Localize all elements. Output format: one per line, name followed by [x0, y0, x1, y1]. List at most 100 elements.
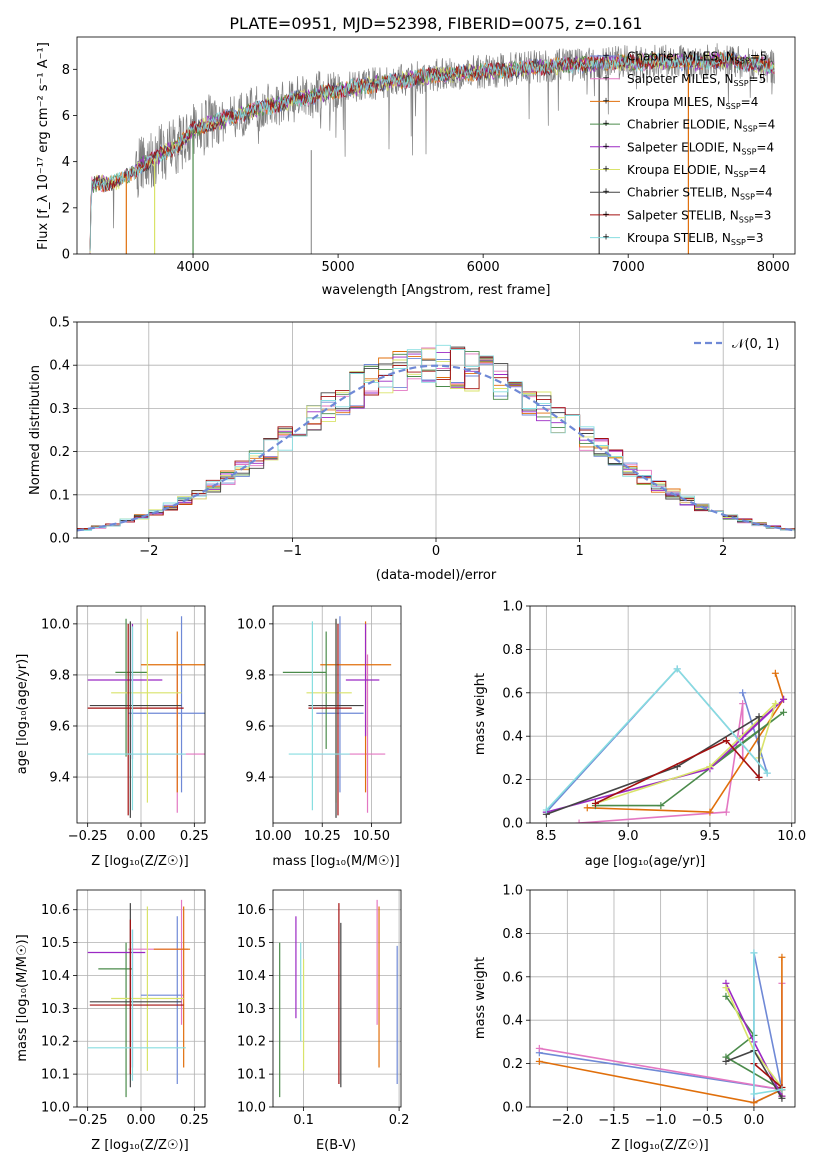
legend-value: =4: [758, 118, 776, 132]
legend-label: Salpeter MILES, NSSP=5: [627, 72, 766, 88]
weight-vs-Z-axes: −2.0 −1.5 −1.0 −0.5 0.0 0.0 0.2 0.4 0.6 0.8 1.0: [502, 884, 795, 1128]
legend-label: Chabrier MILES, NSSP=5: [627, 50, 767, 66]
legend-value: =3: [754, 208, 772, 222]
weight-vs-age-frame: [529, 605, 796, 824]
mass-vs-Z-ytick-label: 10.1: [41, 1068, 70, 1083]
mass-vs-EBV-xtick-label: 0.2: [389, 1113, 410, 1128]
age-vs-Z-frame: [76, 605, 206, 824]
model-spectrum-line: [89, 53, 775, 250]
legend-marker: +: [602, 96, 610, 106]
residual-histogram: [77, 344, 795, 532]
legend-label: Chabrier ELODIE, NSSP=4: [627, 118, 775, 134]
weight-vs-age-series-line: [595, 711, 784, 807]
weight-vs-age-ytick-label: 0.4: [502, 730, 523, 745]
weight-vs-age-xlabel: age [log₁₀(age/yr)]: [585, 854, 706, 869]
age-vs-Z-xtick-label: 0.25: [180, 829, 209, 844]
legend-value: =3: [746, 231, 764, 245]
age-vs-Z-ytick-label: 9.8: [49, 668, 70, 683]
spectrum-plot: [89, 43, 775, 254]
legend-marker: +: [602, 142, 610, 152]
residuals-xtick-label: 0: [432, 544, 440, 559]
mass-vs-EBV-xlabel: E(B-V): [316, 1138, 356, 1153]
weight-vs-age-xtick-label: 9.5: [700, 829, 721, 844]
residuals-frame: [76, 321, 796, 539]
weight-vs-age-series-line: [546, 715, 760, 816]
mass-vs-Z-xtick-label: 0.25: [180, 1113, 209, 1128]
residuals-ytick-label: 0.3: [49, 402, 70, 417]
mass-vs-Z-ytick-label: 10.5: [41, 936, 70, 951]
model-spectrum-line: [89, 52, 775, 251]
weight-vs-Z-xtick-label: −2.0: [552, 1113, 584, 1128]
residuals-legend-label: 𝒩(0, 1): [732, 337, 779, 352]
weight-vs-Z-xtick-label: 0.0: [744, 1113, 765, 1128]
age-vs-mass-xtick-label: 10.00: [254, 829, 291, 844]
spectrum-ytick-label: 4: [62, 155, 70, 170]
residuals-ytick-label: 0.5: [49, 316, 70, 331]
age-vs-Z-xlabel: Z [log₁₀(Z/Z☉)]: [91, 854, 188, 869]
mass-vs-EBV-ytick-label: 10.3: [237, 1002, 266, 1017]
weight-vs-Z-xlabel: Z [log₁₀(Z/Z☉)]: [611, 1138, 708, 1153]
legend-subscript: SSP: [741, 147, 756, 156]
mass-vs-EBV-ytick-label: 10.1: [237, 1068, 266, 1083]
weight-vs-Z-xtick-label: −1.5: [598, 1113, 630, 1128]
spectrum-frame: [76, 36, 796, 255]
weight-vs-age-ylabel: mass weight: [473, 673, 488, 755]
spectrum-ytick-label: 8: [62, 63, 70, 78]
legend-label: Kroupa STELIB, NSSP=3: [627, 231, 764, 247]
residuals-xlabel: (data-model)/error: [376, 568, 497, 583]
legend-label: Salpeter STELIB, NSSP=3: [627, 208, 771, 224]
mass-vs-EBV-plot: [279, 899, 398, 1098]
weight-vs-age-ytick-label: 0.0: [502, 817, 523, 832]
legend-label: Kroupa ELODIE, NSSP=4: [627, 163, 766, 179]
weight-vs-Z-ytick-label: 0.8: [502, 927, 523, 942]
spectrum-xtick-label: 8000: [757, 260, 790, 275]
spectrum-xtick-label: 6000: [467, 260, 500, 275]
age-vs-mass-frame: [272, 605, 402, 824]
weight-vs-age-ytick-label: 0.8: [502, 643, 523, 658]
weight-vs-Z-ytick-label: 0.4: [502, 1014, 523, 1029]
legend-marker: +: [602, 51, 610, 61]
weight-vs-Z-xtick-label: −0.5: [691, 1113, 723, 1128]
weight-vs-age-series-line: [595, 700, 778, 805]
spectrum-ytick-label: 0: [62, 248, 70, 263]
legend-marker: +: [602, 165, 610, 175]
legend-marker: +: [602, 74, 610, 84]
legend-subscript: SSP: [740, 193, 755, 202]
weight-vs-age-xtick-label: 9.0: [618, 829, 639, 844]
mass-vs-Z-xlabel: Z [log₁₀(Z/Z☉)]: [91, 1138, 188, 1153]
legend-label: Salpeter ELODIE, NSSP=4: [627, 140, 774, 156]
legend-marker: +: [602, 187, 610, 197]
age-vs-mass-xtick-label: 10.50: [353, 829, 390, 844]
mass-vs-EBV-ytick-label: 10.6: [237, 903, 266, 918]
legend-marker: +: [602, 233, 610, 243]
legend-marker: +: [602, 210, 610, 220]
residuals-xtick-label: 2: [719, 544, 727, 559]
age-vs-Z-xtick-label: 0.00: [127, 829, 156, 844]
mass-vs-EBV-ytick-label: 10.0: [237, 1101, 266, 1116]
legend-subscript: SSP: [734, 170, 749, 179]
weight-vs-Z-plot: [535, 949, 786, 1107]
legend-subscript: SSP: [734, 79, 749, 88]
weight-vs-age-xtick-label: 10.0: [777, 829, 806, 844]
mass-vs-Z-xtick-label: −0.25: [68, 1113, 108, 1128]
legend-value: =4: [741, 95, 759, 109]
normal-reference-curve: [77, 364, 795, 532]
age-vs-mass-ytick-label: 9.4: [245, 771, 266, 786]
spectrum-ylabel: Flux [f_λ 10⁻¹⁷ erg cm⁻² s⁻¹ A⁻¹]: [36, 42, 51, 250]
residuals-ylabel: Normed distribution: [28, 365, 43, 495]
mass-vs-Z-ylabel: mass [log₁₀(M/M☉)]: [15, 934, 30, 1061]
residuals-ytick-label: 0.2: [49, 445, 70, 460]
weight-vs-age-xtick-label: 8.5: [536, 829, 557, 844]
weight-vs-Z-ytick-label: 0.0: [502, 1101, 523, 1116]
legend-label: Chabrier STELIB, NSSP=4: [627, 186, 773, 202]
legend-marker: +: [602, 119, 610, 129]
spectrum-xtick-label: 4000: [176, 260, 209, 275]
age-vs-mass-ytick-label: 10.0: [237, 617, 266, 632]
residuals-ytick-label: 0.1: [49, 488, 70, 503]
weight-vs-age-series-line: [546, 698, 785, 813]
figure-title: PLATE=0951, MJD=52398, FIBERID=0075, z=0…: [229, 14, 642, 33]
age-vs-Z-ytick-label: 10.0: [41, 617, 70, 632]
legend-subscript: SSP: [731, 238, 746, 247]
mass-vs-Z-ytick-label: 10.0: [41, 1101, 70, 1116]
